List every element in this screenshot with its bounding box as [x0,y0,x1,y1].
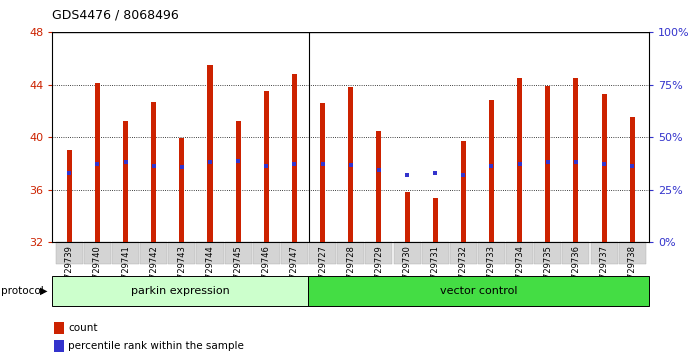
Bar [95,83,100,242]
Bar [112,242,139,264]
Bar [196,242,223,264]
Text: vector control: vector control [440,286,517,296]
Bar [563,242,589,264]
Text: protocol: protocol [1,286,44,296]
Bar [140,242,168,264]
Bar [394,242,421,264]
Bar [337,242,364,264]
Bar [320,103,325,242]
Bar [236,121,241,242]
Bar [309,242,336,264]
Bar [281,242,308,264]
Text: count: count [68,323,98,333]
Bar [225,242,252,264]
Bar [405,193,410,242]
Bar [56,242,83,264]
Bar [461,141,466,242]
Bar [450,242,477,264]
Text: percentile rank within the sample: percentile rank within the sample [68,341,244,351]
Bar [207,65,212,242]
Bar [253,242,280,264]
Bar [630,118,634,242]
Bar [52,276,308,306]
Bar [506,242,533,264]
Bar [151,102,156,242]
Text: GDS4476 / 8068496: GDS4476 / 8068496 [52,9,179,22]
Bar [168,242,195,264]
Bar [84,242,111,264]
Bar [602,94,607,242]
Bar [574,78,579,242]
Bar [591,242,618,264]
Text: parkin expression: parkin expression [131,286,230,296]
Bar [545,86,550,242]
Bar [308,276,649,306]
Bar [534,242,561,264]
Bar [365,242,392,264]
Bar [422,242,449,264]
Bar [179,138,184,242]
Bar [264,91,269,242]
Bar [618,242,646,264]
Bar [67,150,72,242]
Bar [478,242,505,264]
Bar [517,78,522,242]
Bar [376,131,381,242]
Bar [348,87,353,242]
Bar [433,198,438,242]
Bar [123,121,128,242]
Bar [489,100,494,242]
Text: ▶: ▶ [40,286,47,296]
Bar [292,74,297,242]
